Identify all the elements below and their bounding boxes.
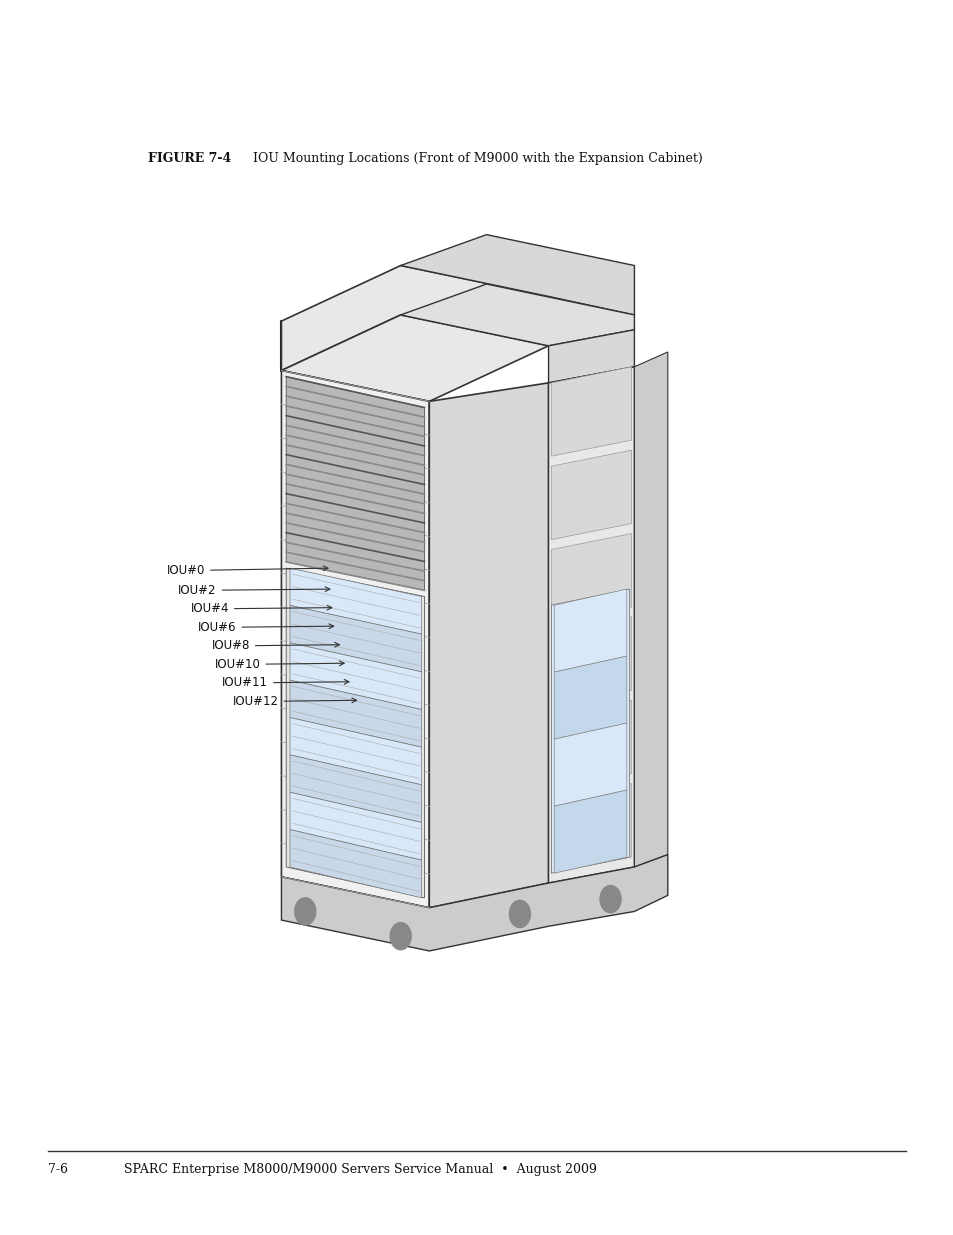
Polygon shape xyxy=(551,784,631,873)
Text: IOU#0: IOU#0 xyxy=(167,564,328,577)
Text: IOU#2: IOU#2 xyxy=(178,584,330,597)
Polygon shape xyxy=(551,367,631,456)
Polygon shape xyxy=(634,352,667,867)
Polygon shape xyxy=(551,700,631,789)
Polygon shape xyxy=(286,377,424,590)
Polygon shape xyxy=(290,830,421,898)
Circle shape xyxy=(390,923,411,950)
Polygon shape xyxy=(554,790,626,873)
Text: IOU Mounting Locations (Front of M9000 with the Expansion Cabinet): IOU Mounting Locations (Front of M9000 w… xyxy=(253,152,701,164)
Polygon shape xyxy=(290,680,421,747)
Polygon shape xyxy=(429,383,548,908)
Polygon shape xyxy=(290,755,421,823)
Text: IOU#4: IOU#4 xyxy=(191,603,332,615)
Text: IOU#6: IOU#6 xyxy=(198,621,334,634)
Polygon shape xyxy=(554,724,626,806)
Polygon shape xyxy=(551,534,631,622)
Polygon shape xyxy=(290,718,421,785)
Polygon shape xyxy=(548,330,634,383)
Text: IOU#10: IOU#10 xyxy=(214,658,344,671)
Polygon shape xyxy=(554,656,626,739)
Polygon shape xyxy=(548,367,634,883)
Polygon shape xyxy=(551,451,631,540)
Polygon shape xyxy=(281,855,667,951)
Text: SPARC Enterprise M8000/M9000 Servers Service Manual  •  August 2009: SPARC Enterprise M8000/M9000 Servers Ser… xyxy=(124,1163,597,1176)
Circle shape xyxy=(294,898,315,925)
Polygon shape xyxy=(290,605,421,672)
Text: IOU#8: IOU#8 xyxy=(212,640,339,652)
Polygon shape xyxy=(400,284,634,346)
Polygon shape xyxy=(281,315,548,401)
Polygon shape xyxy=(281,266,548,370)
Polygon shape xyxy=(290,642,421,709)
Text: FIGURE 7-4: FIGURE 7-4 xyxy=(148,152,231,164)
Polygon shape xyxy=(290,568,421,635)
Polygon shape xyxy=(551,618,631,706)
Text: 7-6: 7-6 xyxy=(48,1163,68,1176)
Polygon shape xyxy=(290,793,421,860)
Circle shape xyxy=(599,885,620,913)
Polygon shape xyxy=(551,589,629,873)
Text: IOU#11: IOU#11 xyxy=(222,677,349,689)
Polygon shape xyxy=(281,370,429,908)
Circle shape xyxy=(509,900,530,927)
Polygon shape xyxy=(286,568,424,898)
Polygon shape xyxy=(400,235,634,315)
Text: IOU#12: IOU#12 xyxy=(233,695,356,708)
Polygon shape xyxy=(554,589,626,672)
